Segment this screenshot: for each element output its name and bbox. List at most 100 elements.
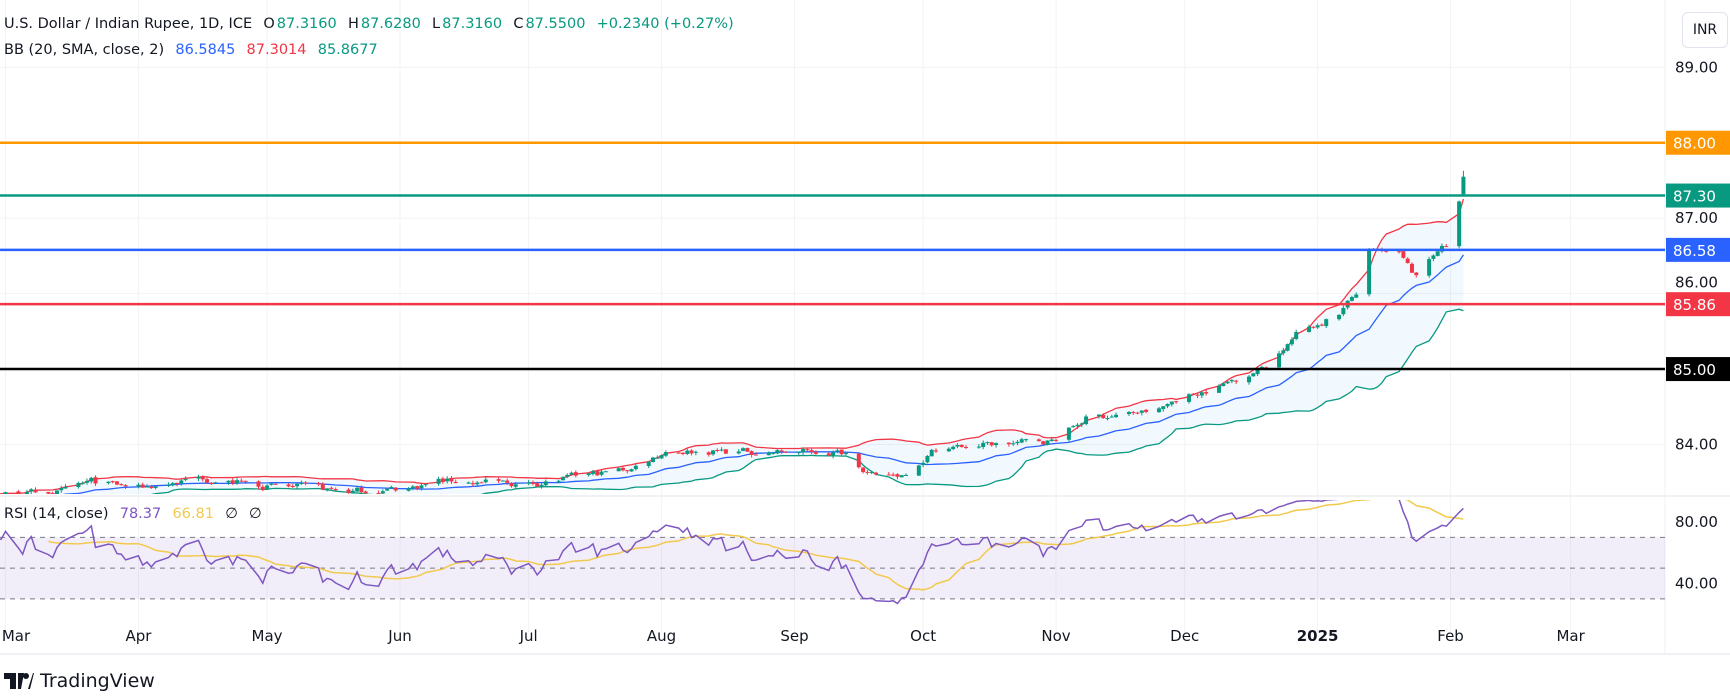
candle xyxy=(46,491,51,494)
candle xyxy=(1251,372,1256,377)
candle xyxy=(355,485,360,493)
bb-basis-line xyxy=(62,254,1464,494)
candle xyxy=(230,477,235,486)
candle-body xyxy=(346,489,351,493)
candle-body xyxy=(54,490,59,494)
candle xyxy=(415,485,420,491)
candle-body xyxy=(681,452,686,454)
candle xyxy=(565,473,570,479)
candle-body xyxy=(140,484,145,488)
candle-body xyxy=(1349,297,1354,301)
candle-body xyxy=(1409,263,1414,273)
candle xyxy=(436,476,441,486)
candle-body xyxy=(826,453,831,456)
candle-body xyxy=(16,491,21,494)
price-label: 88.00 xyxy=(1673,135,1716,153)
high-label: H xyxy=(347,16,359,32)
candle xyxy=(1084,414,1089,426)
candle-body xyxy=(839,449,844,455)
price-label: 85.00 xyxy=(1673,361,1716,379)
candle xyxy=(1221,382,1226,387)
candle-body xyxy=(213,482,218,484)
rsi-extra-2: ∅ xyxy=(249,506,262,522)
candle xyxy=(796,451,801,455)
candle xyxy=(76,481,81,489)
candle-body xyxy=(1319,324,1324,326)
time-axis-label: Dec xyxy=(1170,627,1199,645)
candle xyxy=(891,472,896,477)
horizontal-line[interactable]: 87.30 xyxy=(0,183,1730,208)
candle-body xyxy=(1259,366,1264,369)
candle xyxy=(560,476,565,481)
horizontal-line[interactable]: 86.58 xyxy=(0,237,1730,262)
candle xyxy=(856,453,861,469)
candle xyxy=(1079,422,1084,428)
candle-body xyxy=(1049,439,1054,442)
price-label-box xyxy=(1666,357,1730,382)
candle-body xyxy=(603,471,608,473)
candle-body xyxy=(475,482,480,485)
candle-body xyxy=(1405,258,1410,264)
candle xyxy=(586,473,591,477)
candle-body xyxy=(1285,344,1290,351)
candle-body xyxy=(1225,381,1230,384)
candle xyxy=(423,483,428,487)
candle-body xyxy=(46,491,51,494)
candle-body xyxy=(1156,408,1161,413)
candle-body xyxy=(479,482,484,484)
time-axis-label: Feb xyxy=(1437,627,1464,645)
candle-body xyxy=(320,483,325,490)
candle-body xyxy=(565,474,570,477)
candle xyxy=(496,477,501,484)
candle-body xyxy=(569,472,574,475)
price-label-box xyxy=(1666,130,1730,155)
candle xyxy=(590,469,595,476)
tradingview-logo[interactable]: TradingView xyxy=(4,670,155,692)
candle-body xyxy=(843,453,848,455)
candle-body xyxy=(84,480,89,483)
candle-body xyxy=(29,489,34,492)
candle-body xyxy=(136,484,141,487)
candle-body xyxy=(1427,259,1432,276)
horizontal-line[interactable]: 88.00 xyxy=(0,130,1730,155)
candle xyxy=(84,478,89,485)
rsi-legend[interactable]: RSI (14, close) 78.37 66.81 ∅ ∅ xyxy=(4,506,264,522)
candle-body xyxy=(466,482,471,484)
candle xyxy=(1015,439,1020,446)
candle-body xyxy=(496,479,501,481)
horizontal-line[interactable]: 85.00 xyxy=(0,357,1730,382)
candle xyxy=(303,481,308,486)
candle xyxy=(256,480,261,490)
candle xyxy=(886,471,891,476)
candle xyxy=(483,477,488,484)
candle-body xyxy=(1444,246,1449,248)
candle xyxy=(603,470,608,473)
candle xyxy=(466,481,471,484)
candle-body xyxy=(1354,294,1359,298)
currency-button[interactable]: INR xyxy=(1682,12,1728,48)
candle-body xyxy=(1264,367,1269,369)
candle xyxy=(981,440,986,450)
symbol-title: U.S. Dollar / Indian Rupee, 1D, ICE xyxy=(4,16,253,32)
candle-body xyxy=(1006,442,1011,445)
bb-legend[interactable]: BB (20, SMA, close, 2) 86.5845 87.3014 8… xyxy=(4,42,380,58)
candle xyxy=(320,482,325,491)
candle xyxy=(419,483,424,491)
candle xyxy=(183,476,188,482)
candle-body xyxy=(959,444,964,448)
horizontal-line[interactable]: 85.86 xyxy=(0,292,1730,317)
rsi-pane xyxy=(0,500,1665,605)
candle xyxy=(63,484,68,489)
candle-body xyxy=(445,478,450,482)
candle-body xyxy=(385,488,390,491)
candle-body xyxy=(981,442,986,447)
candle xyxy=(989,441,994,447)
rsi-ma-value: 66.81 xyxy=(172,506,214,522)
candle xyxy=(805,448,810,452)
price-label: 87.30 xyxy=(1673,188,1716,206)
candle-body xyxy=(1066,427,1071,440)
candle xyxy=(783,450,788,453)
candle-body xyxy=(513,484,518,487)
horizontal-lines[interactable]: 88.00 87.30 86.58 85.86 85.00 xyxy=(0,130,1730,382)
